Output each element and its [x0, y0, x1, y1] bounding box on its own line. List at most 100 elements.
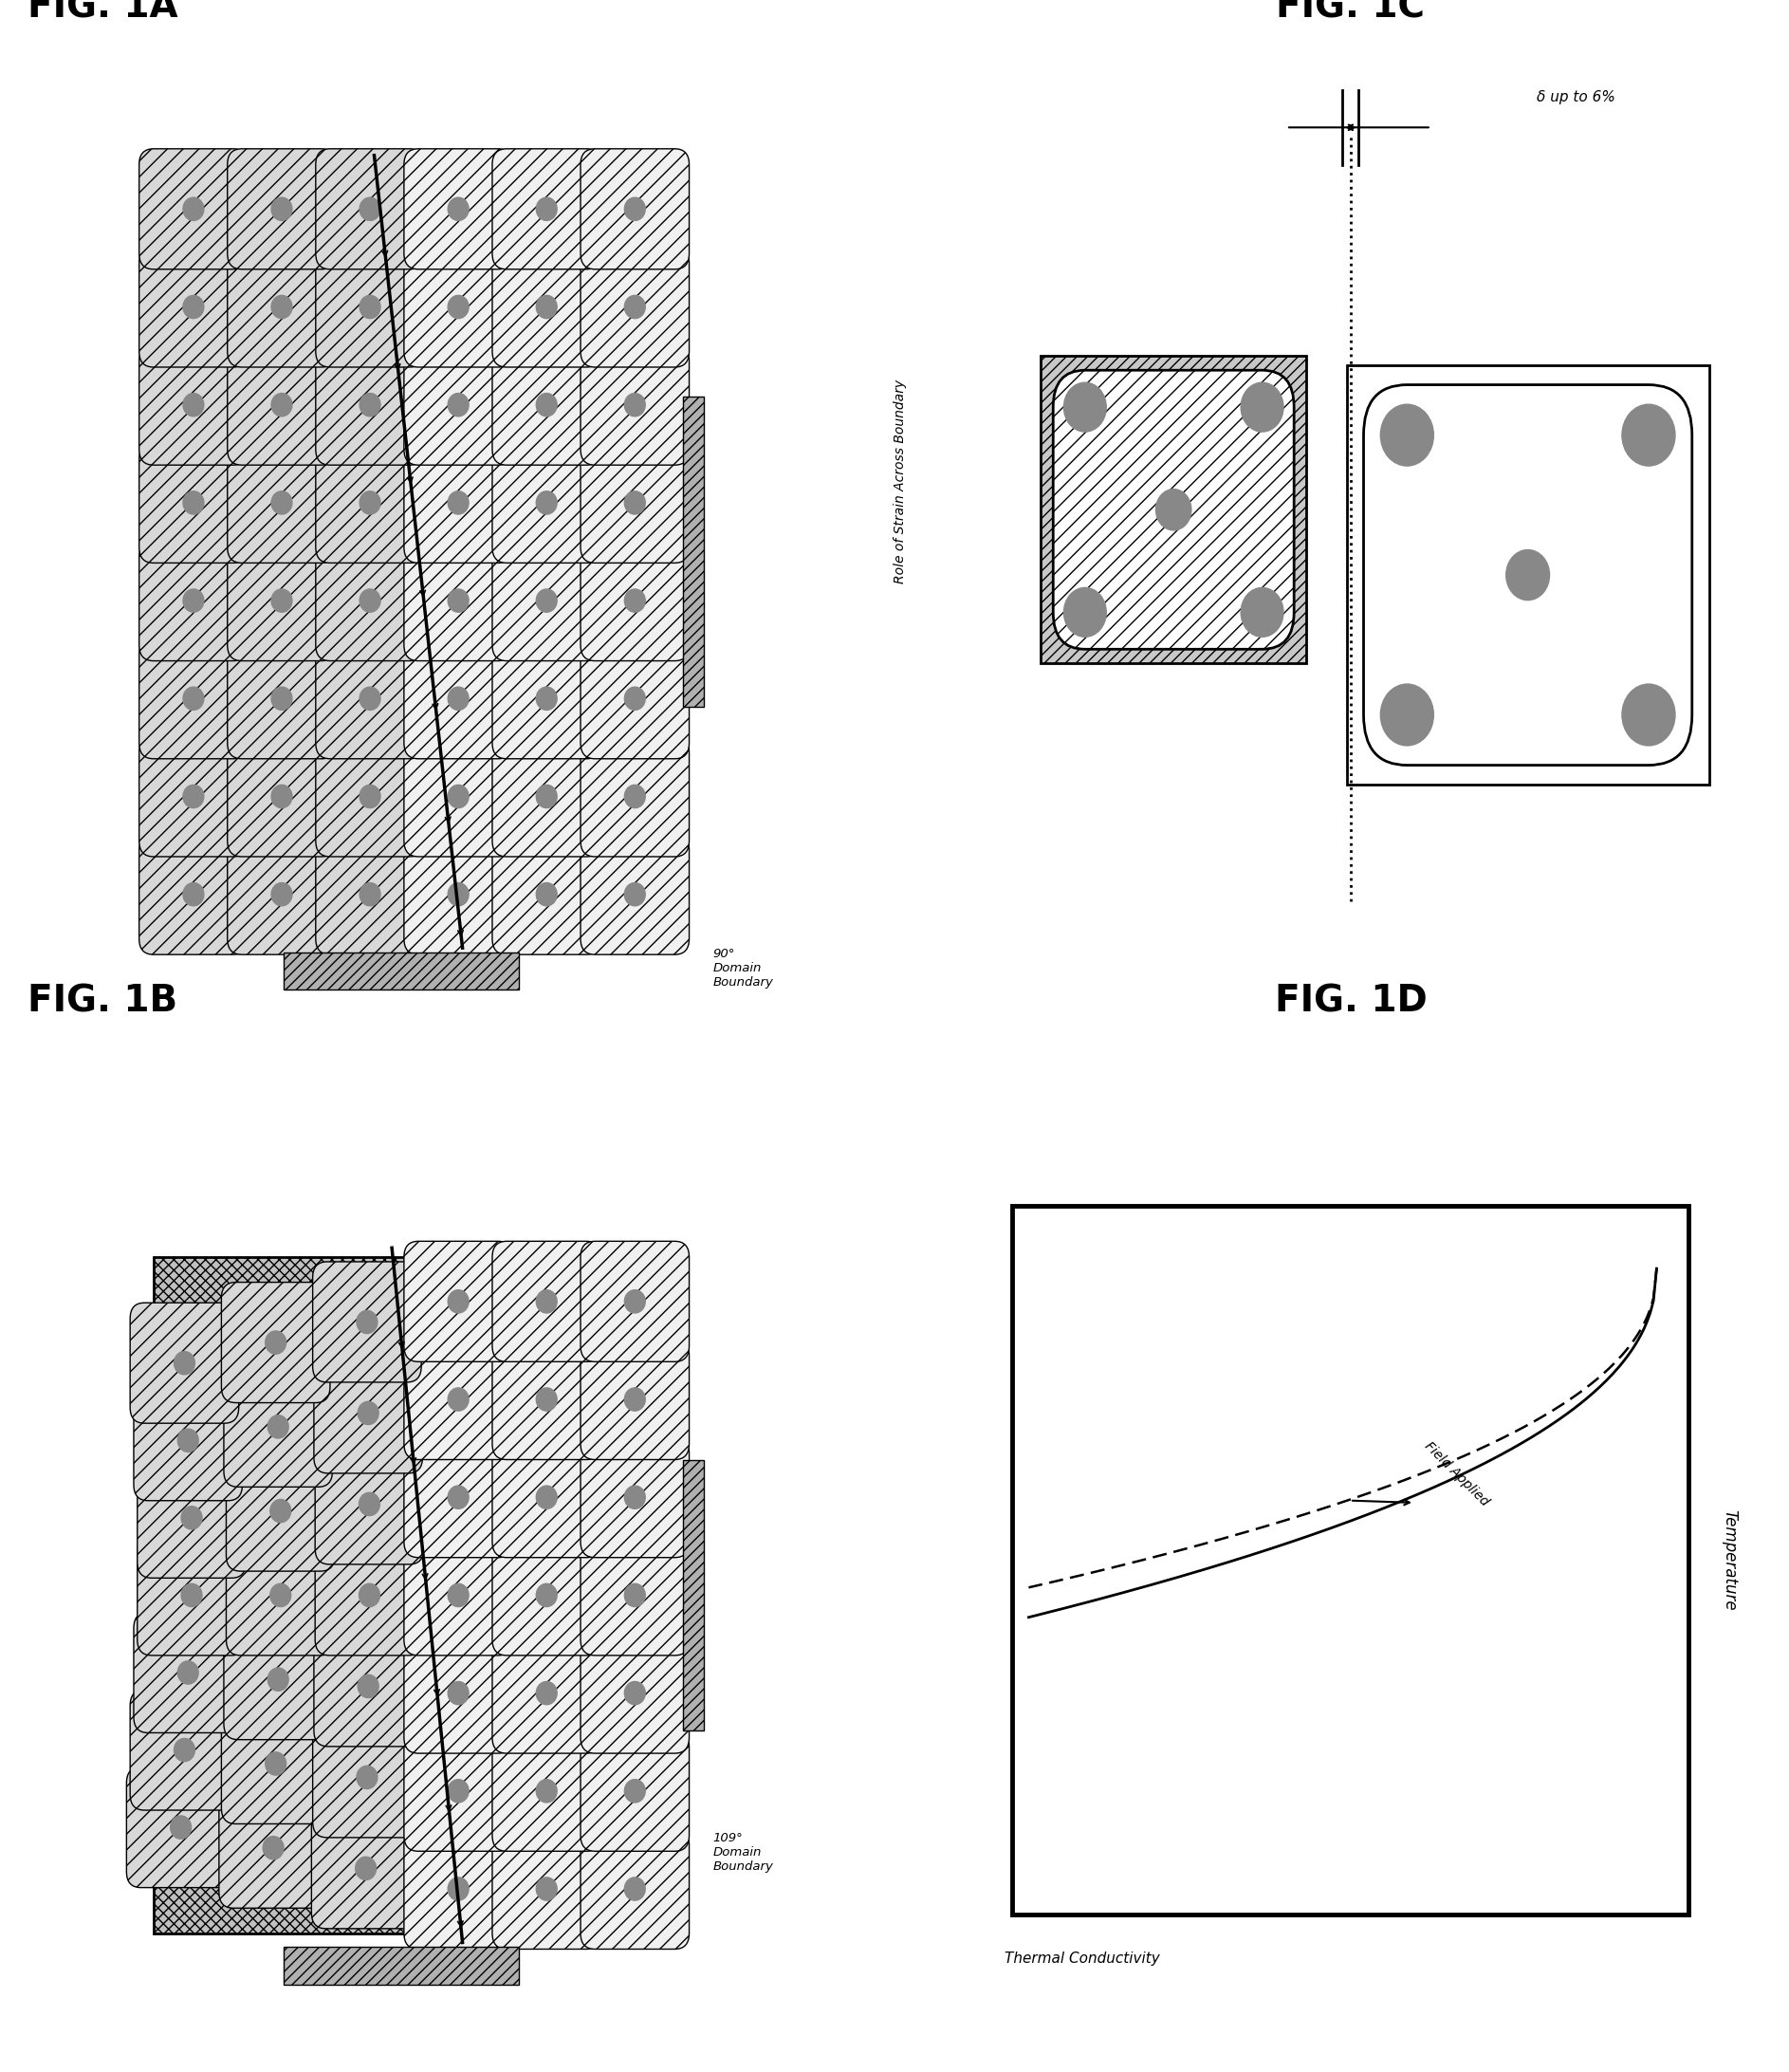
Circle shape — [360, 1583, 379, 1606]
Circle shape — [360, 394, 381, 416]
FancyBboxPatch shape — [134, 1612, 242, 1732]
FancyBboxPatch shape — [492, 541, 601, 661]
FancyBboxPatch shape — [138, 1535, 245, 1656]
Circle shape — [537, 1388, 556, 1411]
Circle shape — [174, 1351, 195, 1374]
Circle shape — [177, 1662, 199, 1685]
Circle shape — [537, 688, 556, 711]
Bar — [683, 1461, 705, 1730]
FancyBboxPatch shape — [492, 835, 601, 955]
Circle shape — [272, 785, 292, 808]
FancyBboxPatch shape — [140, 541, 247, 661]
FancyBboxPatch shape — [492, 1830, 601, 1950]
Circle shape — [272, 394, 292, 416]
Circle shape — [268, 1668, 288, 1691]
Circle shape — [182, 394, 204, 416]
Circle shape — [624, 1388, 646, 1411]
Circle shape — [360, 296, 381, 319]
Circle shape — [181, 1583, 202, 1606]
Circle shape — [182, 785, 204, 808]
FancyBboxPatch shape — [222, 1703, 329, 1823]
FancyBboxPatch shape — [492, 344, 601, 464]
FancyBboxPatch shape — [315, 541, 424, 661]
Circle shape — [624, 1877, 646, 1900]
Circle shape — [265, 1330, 286, 1353]
Circle shape — [624, 1682, 646, 1705]
FancyBboxPatch shape — [581, 344, 689, 464]
Circle shape — [537, 1486, 556, 1508]
Circle shape — [1242, 383, 1283, 431]
Circle shape — [182, 883, 204, 905]
Bar — [284, 1948, 519, 1985]
Circle shape — [265, 1753, 286, 1776]
FancyBboxPatch shape — [311, 1809, 420, 1929]
FancyBboxPatch shape — [492, 1535, 601, 1656]
Text: FIG. 1A: FIG. 1A — [27, 0, 177, 25]
Bar — [1041, 356, 1306, 663]
FancyBboxPatch shape — [227, 541, 336, 661]
Circle shape — [537, 491, 556, 514]
Circle shape — [447, 1583, 469, 1606]
Circle shape — [272, 296, 292, 319]
FancyBboxPatch shape — [581, 1633, 689, 1753]
FancyBboxPatch shape — [404, 1241, 513, 1361]
Circle shape — [624, 785, 646, 808]
Circle shape — [624, 1291, 646, 1314]
FancyBboxPatch shape — [138, 1457, 245, 1579]
Circle shape — [537, 197, 556, 220]
Circle shape — [537, 1877, 556, 1900]
Bar — [1013, 1206, 1689, 1915]
FancyBboxPatch shape — [492, 1633, 601, 1753]
Text: Thermal Conductivity: Thermal Conductivity — [1005, 1952, 1159, 1966]
Circle shape — [182, 588, 204, 611]
Text: Field Applied: Field Applied — [1422, 1438, 1492, 1508]
Circle shape — [624, 883, 646, 905]
FancyBboxPatch shape — [222, 1283, 329, 1403]
FancyBboxPatch shape — [492, 1438, 601, 1558]
Circle shape — [270, 1583, 292, 1606]
Circle shape — [356, 1857, 376, 1879]
Text: 109°
Domain
Boundary: 109° Domain Boundary — [712, 1832, 773, 1873]
Circle shape — [624, 1486, 646, 1508]
FancyBboxPatch shape — [140, 638, 247, 758]
FancyBboxPatch shape — [404, 541, 513, 661]
Circle shape — [1381, 684, 1433, 746]
Circle shape — [272, 688, 292, 711]
FancyBboxPatch shape — [581, 1730, 689, 1850]
FancyBboxPatch shape — [581, 541, 689, 661]
FancyBboxPatch shape — [315, 835, 424, 955]
FancyBboxPatch shape — [140, 835, 247, 955]
Circle shape — [624, 296, 646, 319]
FancyBboxPatch shape — [492, 149, 601, 269]
Bar — [284, 953, 519, 990]
Circle shape — [537, 1780, 556, 1803]
FancyBboxPatch shape — [134, 1380, 242, 1500]
Text: FIG. 1B: FIG. 1B — [27, 984, 177, 1019]
Circle shape — [360, 785, 381, 808]
Circle shape — [181, 1506, 202, 1529]
FancyBboxPatch shape — [581, 247, 689, 367]
Circle shape — [360, 1492, 379, 1515]
Circle shape — [537, 1682, 556, 1705]
FancyBboxPatch shape — [315, 638, 424, 758]
Circle shape — [356, 1310, 377, 1334]
Circle shape — [1506, 549, 1549, 601]
FancyBboxPatch shape — [492, 638, 601, 758]
FancyBboxPatch shape — [581, 1241, 689, 1361]
FancyBboxPatch shape — [404, 149, 513, 269]
Circle shape — [537, 1583, 556, 1606]
Circle shape — [447, 588, 469, 611]
Circle shape — [356, 1765, 377, 1788]
FancyBboxPatch shape — [313, 1353, 422, 1473]
Circle shape — [360, 588, 381, 611]
FancyBboxPatch shape — [581, 149, 689, 269]
Circle shape — [447, 1682, 469, 1705]
FancyBboxPatch shape — [227, 247, 336, 367]
Circle shape — [1623, 404, 1675, 466]
Circle shape — [624, 588, 646, 611]
Circle shape — [268, 1415, 288, 1438]
FancyBboxPatch shape — [404, 344, 513, 464]
Circle shape — [537, 296, 556, 319]
Circle shape — [272, 588, 292, 611]
FancyBboxPatch shape — [315, 1444, 424, 1564]
